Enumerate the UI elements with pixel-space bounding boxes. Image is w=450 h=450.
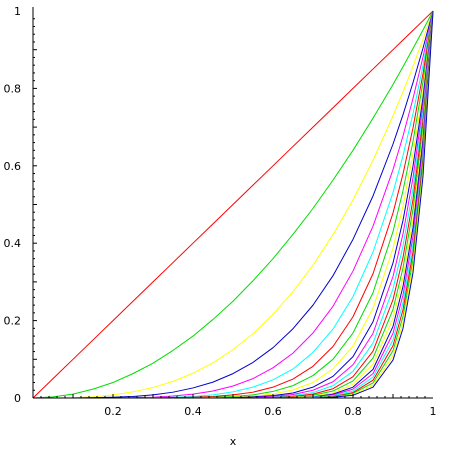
series-line-4 [33, 10, 434, 399]
x-axis-label: x [230, 435, 237, 448]
series-layer [32, 10, 434, 399]
y-tick-label: 0.6 [4, 160, 22, 173]
y-tick-label: 1 [14, 5, 21, 18]
series-line-1 [32, 10, 434, 399]
series-line-3 [33, 10, 434, 399]
x-tick-label: 0.8 [344, 405, 362, 418]
y-tick-label: 0.2 [4, 315, 22, 328]
y-tick-label: 0 [14, 392, 21, 405]
y-tick-label: 0.8 [4, 82, 22, 95]
x-tick-label: 0.2 [104, 405, 122, 418]
x-tick-label: 1 [430, 405, 437, 418]
tick-layer: 0.2 0.4 0.6 0.8 1 0 0.2 0.4 0.6 0.8 1 [4, 5, 437, 418]
x-tick-label: 0.6 [264, 405, 282, 418]
series-line-2 [32, 10, 434, 399]
y-tick-label: 0.4 [4, 237, 22, 250]
x-tick-label: 0.4 [184, 405, 202, 418]
